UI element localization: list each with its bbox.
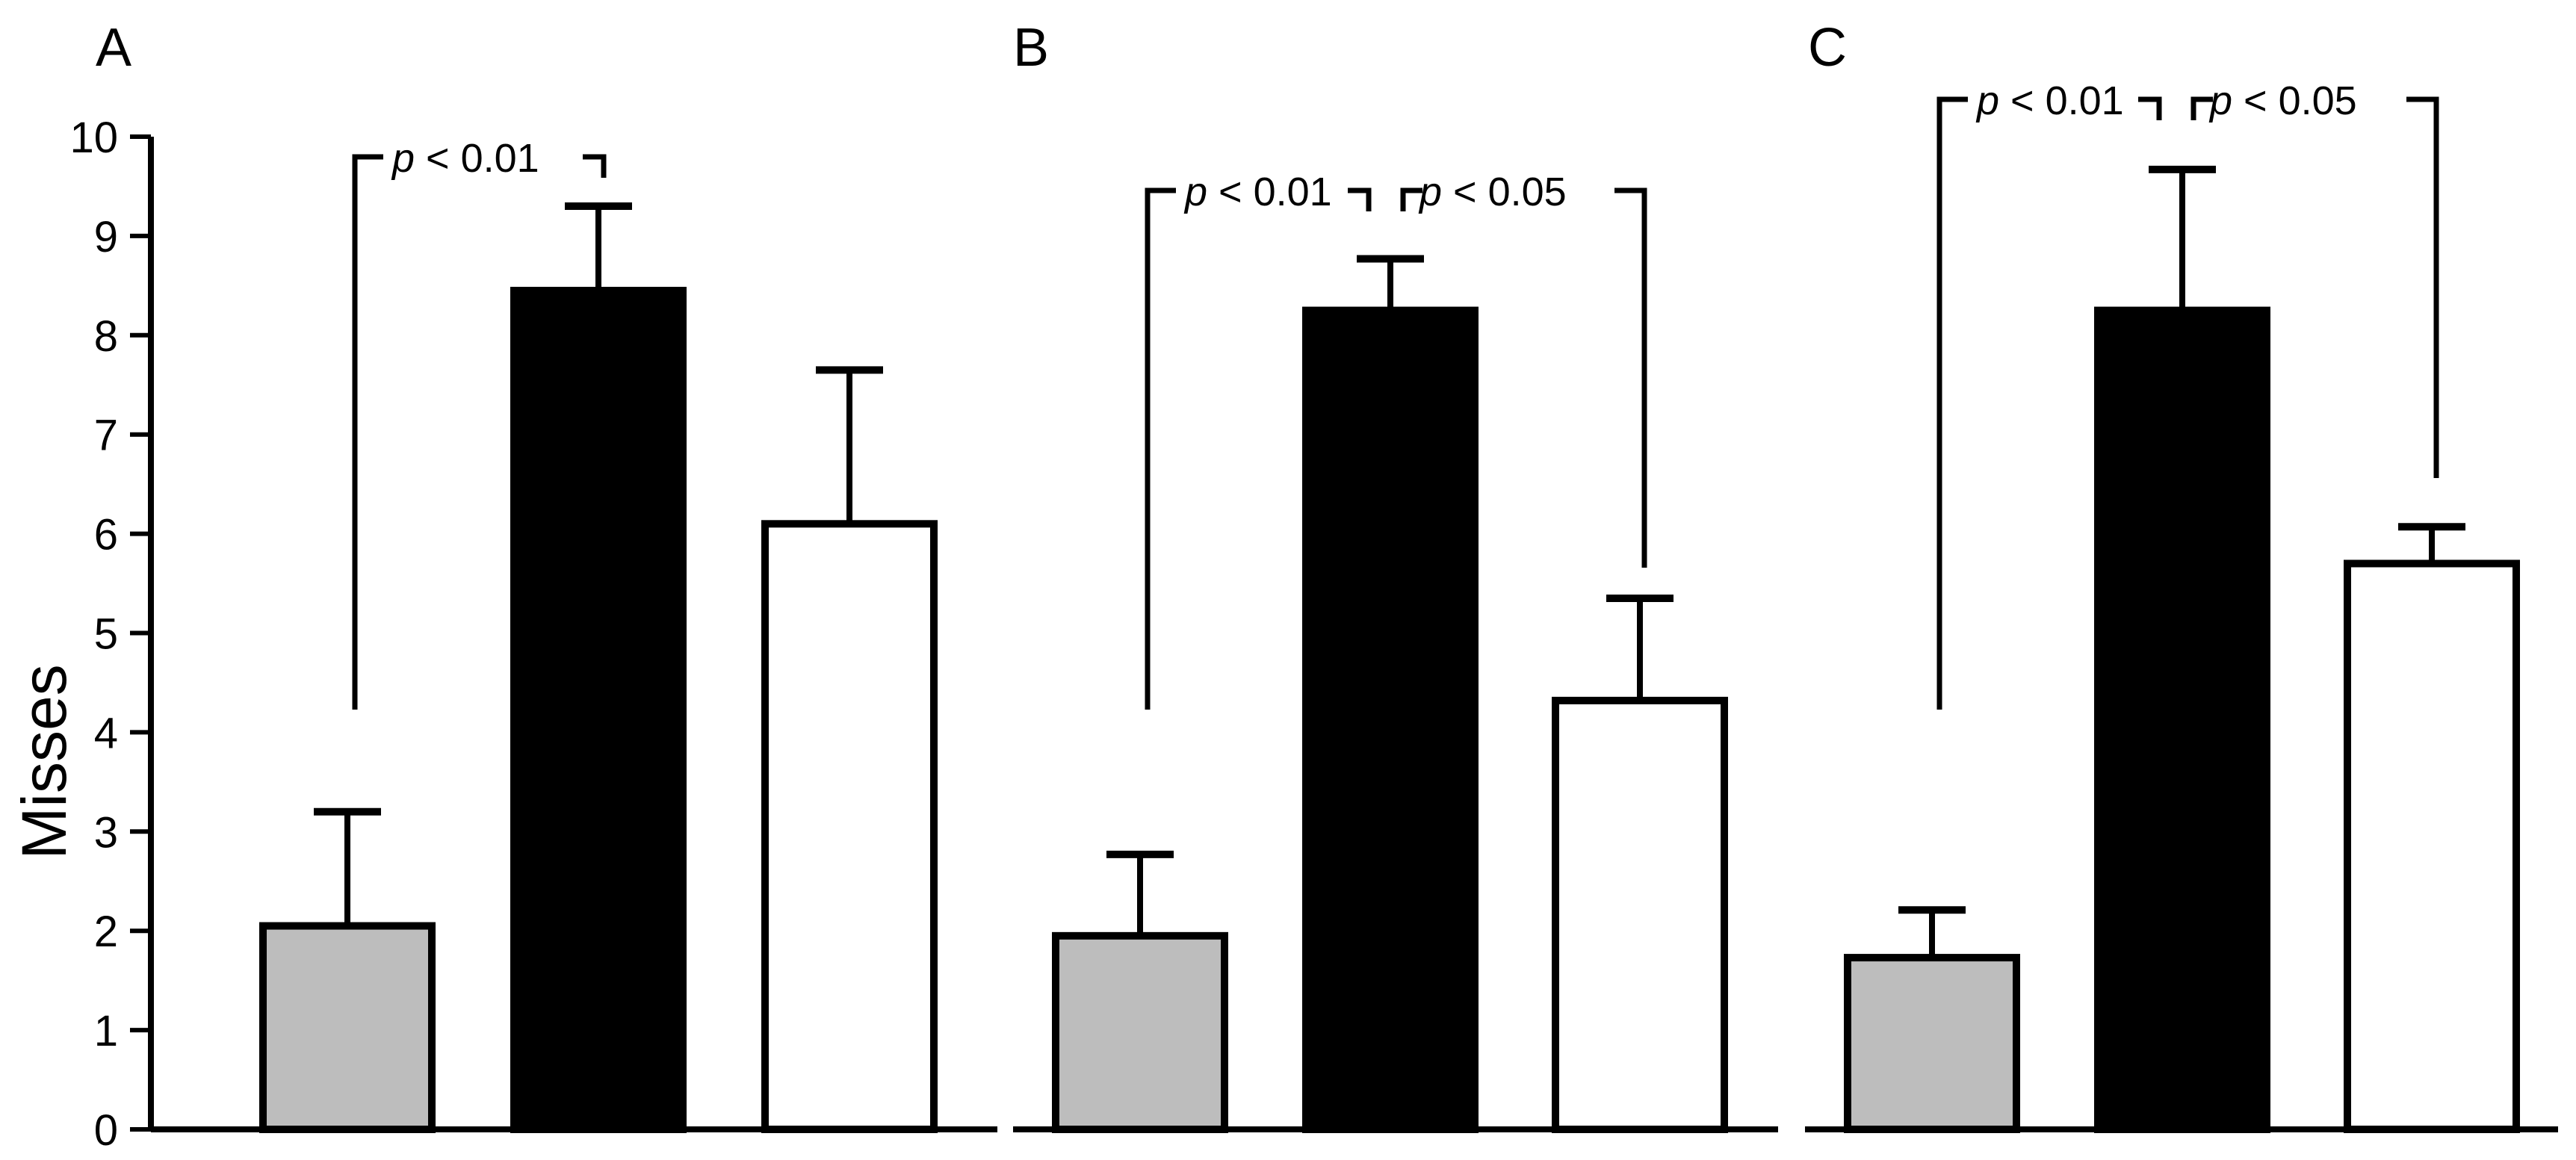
significance-bracket-tick [1400, 187, 1422, 211]
p-value: < 0.05 [1442, 170, 1567, 214]
significance-label: p < 0.05 [2208, 78, 2357, 123]
bar-gray [1844, 954, 2020, 1134]
p-value: < 0.01 [415, 136, 539, 181]
bar-gray [259, 922, 436, 1134]
significance-bracket-right [1614, 187, 1647, 568]
panel-label-c: C [1808, 18, 1847, 78]
bar-black [1302, 306, 1479, 1134]
bar-black [510, 286, 687, 1133]
significance-label: p < 0.05 [1418, 170, 1567, 214]
y-tick-label: 2 [94, 908, 118, 956]
y-tick-label: 8 [94, 312, 118, 361]
y-tick-label: 6 [94, 511, 118, 559]
bar-black [2094, 306, 2270, 1134]
p-value: < 0.05 [2232, 78, 2357, 123]
significance-bracket-tick [1348, 187, 1372, 211]
significance-bracket-tick [583, 154, 607, 178]
y-axis-label: Misses [9, 664, 79, 859]
significance-label: p < 0.01 [391, 136, 539, 181]
p-symbol: p [391, 136, 415, 181]
significance-bracket-left [352, 154, 383, 710]
p-value: < 0.01 [1207, 170, 1332, 214]
bar-white [1552, 696, 1728, 1133]
significance-bracket-left [1145, 187, 1176, 710]
p-symbol: p [1975, 78, 1999, 123]
significance-bracket-tick [2190, 96, 2213, 120]
p-symbol: p [2208, 78, 2232, 123]
significance-label: p < 0.01 [1975, 78, 2124, 123]
bar-gray [1052, 931, 1228, 1133]
y-tick-label: 3 [94, 808, 118, 857]
y-tick-label: 4 [94, 709, 118, 757]
y-tick-label: 5 [94, 610, 118, 659]
panel-label-a: A [96, 18, 131, 78]
significance-label: p < 0.01 [1183, 170, 1332, 214]
bar-white [2344, 559, 2520, 1133]
y-tick-label: 10 [69, 114, 118, 162]
panel-label-b: B [1013, 18, 1049, 78]
p-value: < 0.01 [1999, 78, 2124, 123]
y-tick-label: 7 [94, 412, 118, 460]
significance-bracket-left [1936, 96, 1968, 710]
y-tick-label: 1 [94, 1007, 118, 1055]
p-symbol: p [1418, 170, 1442, 214]
p-symbol: p [1183, 170, 1207, 214]
y-tick-label: 0 [94, 1106, 118, 1155]
significance-bracket-tick [2138, 96, 2162, 120]
y-tick-label: 9 [94, 213, 118, 261]
significance-bracket-right [2406, 96, 2439, 478]
bar-white [761, 520, 938, 1133]
